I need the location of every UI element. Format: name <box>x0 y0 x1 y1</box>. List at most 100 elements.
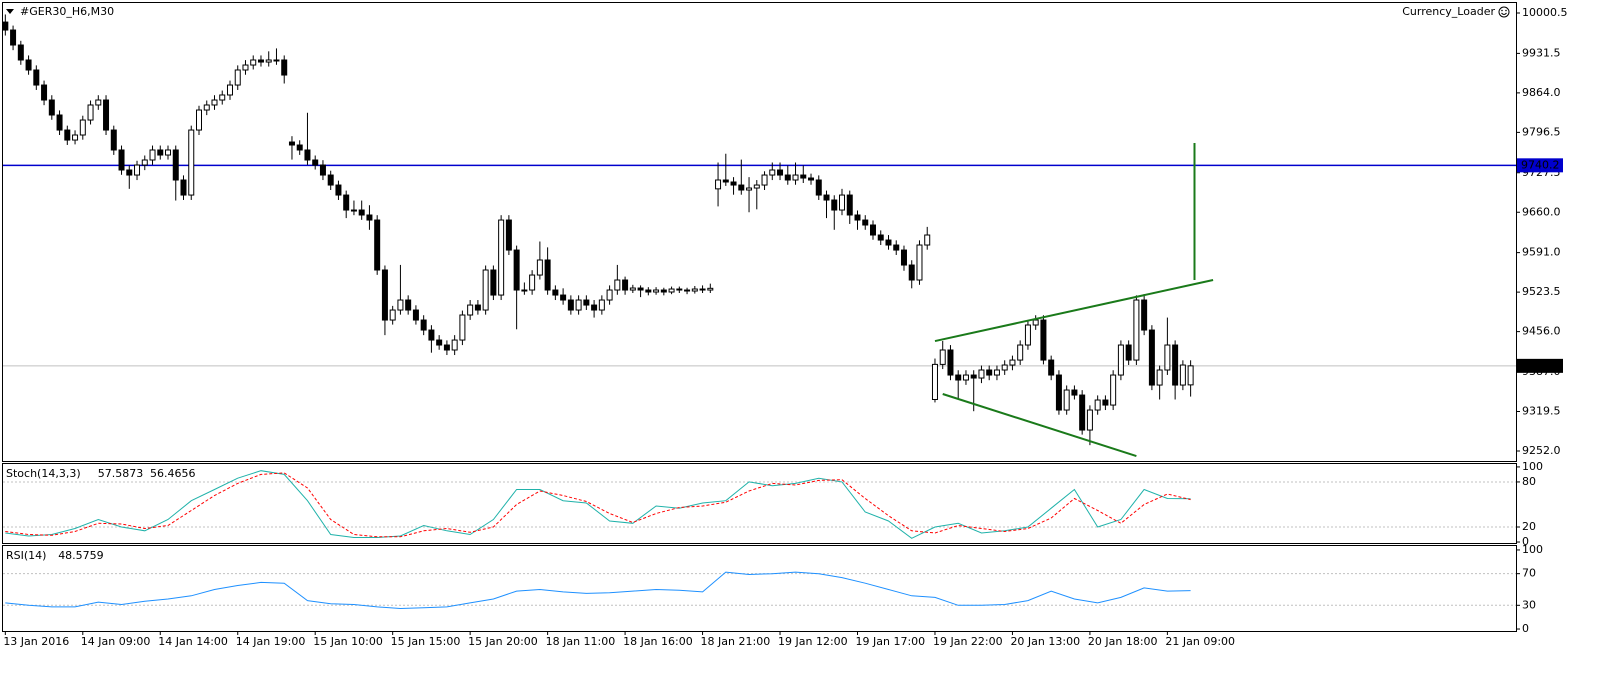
candle-body <box>1048 359 1055 376</box>
candle-body <box>544 259 551 291</box>
candle-body <box>939 349 946 365</box>
candle-body <box>722 179 729 183</box>
x-tick-label: 14 Jan 19:00 <box>236 635 306 648</box>
candle-body <box>800 174 807 179</box>
candle-body <box>815 179 822 196</box>
candle-body <box>536 259 543 276</box>
symbol-label: #GER30_H6,M30 <box>20 5 114 18</box>
candle-body <box>753 184 760 189</box>
candle-body <box>691 288 698 292</box>
x-tick-label: 18 Jan 11:00 <box>546 635 616 648</box>
candle-body <box>622 279 629 291</box>
y-tick-label: 9252.0 <box>1522 444 1561 457</box>
candle-body <box>149 149 156 161</box>
candle-body <box>366 214 373 221</box>
candle-body <box>1032 319 1039 326</box>
candle-body <box>730 181 737 186</box>
y-tick-label: 80 <box>1522 475 1536 488</box>
candle-body <box>10 29 17 46</box>
candle-body <box>265 59 272 63</box>
indicator-line <box>5 472 1191 538</box>
y-tick-label: 30 <box>1522 598 1536 611</box>
panel-layer <box>3 14 1516 457</box>
candle-body <box>877 234 884 241</box>
y-tick-label: 9660.0 <box>1522 205 1561 218</box>
candle-body <box>978 369 985 379</box>
x-tick-label: 19 Jan 17:00 <box>856 635 926 648</box>
x-tick-label: 19 Jan 12:00 <box>778 635 848 648</box>
stoch-panel <box>2 463 1517 544</box>
x-tick-label: 21 Jan 09:00 <box>1165 635 1235 648</box>
y-tick-label: 0 <box>1522 535 1529 548</box>
y-tick-label: 9523.5 <box>1522 285 1561 298</box>
candle-body <box>141 159 148 166</box>
candle-body <box>699 288 706 291</box>
candle-body <box>552 289 559 296</box>
candle-body <box>459 314 466 341</box>
candle-body <box>79 119 86 136</box>
y-tick-label: 9456.0 <box>1522 325 1561 338</box>
candle-body <box>823 194 830 201</box>
candle-body <box>335 184 342 196</box>
candle-body <box>110 129 117 151</box>
candle-body <box>103 99 110 131</box>
candle-body <box>273 59 280 62</box>
candle-body <box>467 304 474 316</box>
candle-body <box>1055 374 1062 411</box>
candle-body <box>598 299 605 311</box>
candle-body <box>1125 344 1132 361</box>
candle-body <box>769 169 776 176</box>
candle-body <box>986 369 993 376</box>
labels: #GER30_H6,M30 Currency_Loader <box>6 5 1510 18</box>
y-tick-label: 9931.5 <box>1522 46 1561 59</box>
candle-body <box>64 129 71 141</box>
candle-body <box>48 99 55 116</box>
candle-body <box>172 149 179 181</box>
candle-body <box>343 194 350 211</box>
candle-body <box>3 21 9 31</box>
y-tick-label: 0 <box>1522 622 1529 635</box>
candle-body <box>591 304 598 311</box>
y-tick-label: 9864.0 <box>1522 86 1561 99</box>
candle-body <box>1179 364 1186 386</box>
candle-body <box>947 349 954 376</box>
candle-body <box>738 184 745 191</box>
candle-body <box>1117 344 1124 376</box>
indicator-title: RSI(14) <box>6 549 46 562</box>
candle-body <box>327 174 334 186</box>
candle-body <box>443 344 450 351</box>
expert-label: Currency_Loader <box>1402 5 1495 18</box>
candle-body <box>668 288 675 293</box>
candle-body <box>134 164 141 176</box>
candle-body <box>1086 409 1093 431</box>
candle-body <box>234 69 241 86</box>
indicator-line <box>5 571 1191 610</box>
candle-body <box>41 84 48 101</box>
candle-body <box>312 159 319 166</box>
candle-body <box>567 299 574 311</box>
candle-body <box>157 149 164 156</box>
candle-body <box>72 134 79 141</box>
y-tick-label: 10000.5 <box>1522 6 1568 19</box>
candle-body <box>645 289 652 293</box>
candle-body <box>1148 329 1155 386</box>
x-tick-label: 14 Jan 14:00 <box>158 635 228 648</box>
candle-body <box>955 374 962 381</box>
candle-body <box>126 169 133 176</box>
candle-body <box>211 99 218 106</box>
candle-body <box>653 289 660 293</box>
candle-body <box>885 239 892 246</box>
candle-body <box>219 94 226 101</box>
candle-body <box>746 187 753 191</box>
candle-body <box>1187 365 1194 386</box>
candle-body <box>792 174 799 181</box>
y-tick-label: 70 <box>1522 567 1536 580</box>
main-panel <box>2 2 1517 462</box>
candle-body <box>715 179 722 190</box>
price-tag <box>1517 358 1563 373</box>
candle-body <box>1172 344 1179 386</box>
candle-body <box>1024 324 1031 346</box>
panels <box>2 2 1517 632</box>
